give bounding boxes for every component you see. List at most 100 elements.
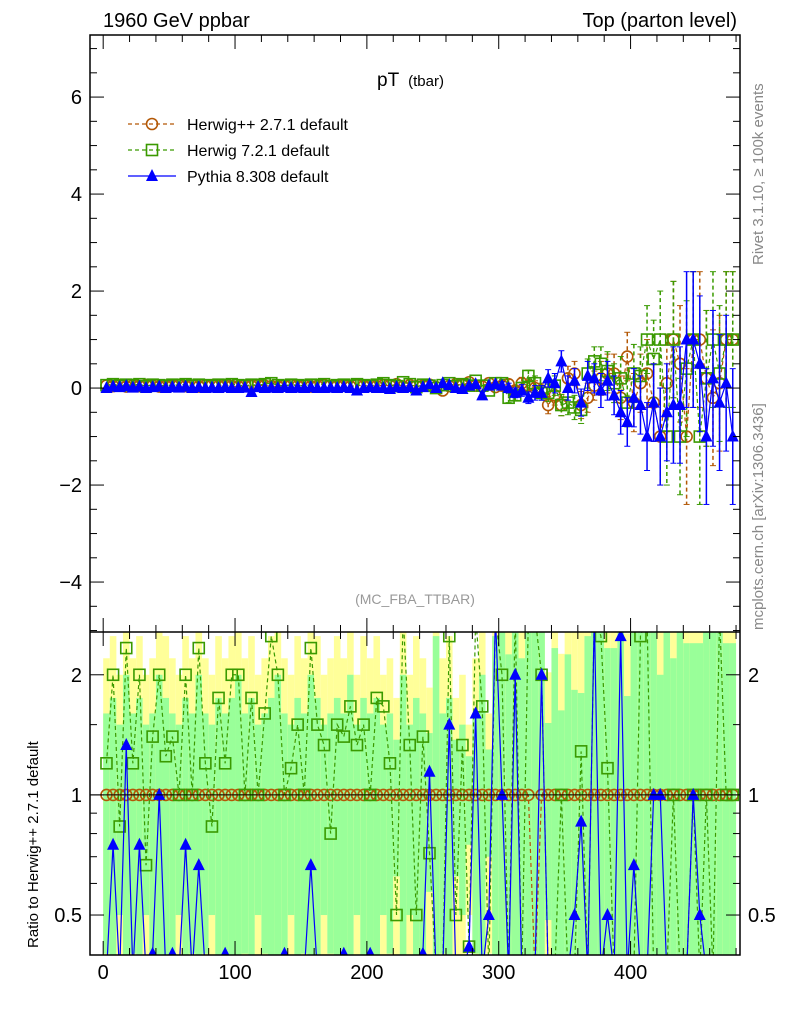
herwig-7-2-1-default-point: [344, 700, 357, 713]
pythia-8-308-default-point: [344, 381, 357, 394]
band-inner: [149, 713, 156, 954]
herwig-7-2-1-default-point: [271, 668, 285, 682]
y-tick-label: −4: [59, 572, 82, 594]
herwig-7-2-1-default-point: [456, 738, 469, 752]
herwig-7-2-1-default-point: [264, 632, 278, 643]
pythia-8-308-default-point: [575, 814, 588, 827]
band-inner: [129, 713, 137, 954]
legend-label-herwig-7-2-1-default: Herwig 7.2.1 default: [187, 143, 330, 160]
pythia-8-308-default-point: [220, 946, 230, 955]
pythia-8-308-default-point: [627, 858, 640, 871]
ratio-tick-label: 0.5: [748, 905, 776, 927]
herwig-7-2-1-default-point: [284, 761, 298, 775]
pythia-8-308-default-point: [238, 380, 251, 393]
herwig-7-2-1-default-point: [291, 718, 304, 731]
pythia-8-308-default-point: [469, 377, 482, 390]
pythia-8-308-default-point: [146, 169, 158, 181]
pythia-8-308-default-point: [509, 667, 522, 680]
band-inner: [676, 632, 684, 955]
pythia-8-308-default-point: [423, 764, 436, 777]
band-inner: [261, 713, 268, 954]
pythia-8-308-default-point: [693, 908, 706, 921]
herwig-7-2-1-default-point: [449, 908, 463, 922]
pythia-8-308-default-point: [148, 946, 157, 955]
pythia-8-308-default-point: [410, 383, 423, 396]
pythia-8-308-default-point: [542, 371, 555, 384]
band-inner: [656, 674, 664, 955]
pythia-8-308-default-point: [476, 388, 489, 401]
pythia-8-308-default-point: [660, 405, 673, 418]
pythia-8-308-default-point: [304, 858, 317, 871]
pythia-8-308-default-point: [720, 376, 733, 389]
y-tick-label: 0: [71, 378, 82, 400]
band-inner: [221, 713, 229, 954]
y-tick-label: −2: [59, 475, 82, 497]
band-inner: [485, 749, 493, 857]
band-inner: [155, 674, 163, 955]
herwig-7-2-1-default-point: [311, 718, 324, 731]
x-tick-label: 300: [482, 962, 515, 984]
band-inner: [663, 632, 671, 955]
band-inner: [584, 636, 592, 955]
title-main: pT: [377, 70, 400, 91]
pythia-8-308-default-point: [366, 946, 375, 955]
herwig-7-2-1-default-point: [423, 846, 436, 860]
pythia-8-308-default-point: [153, 787, 166, 800]
ratio-tick-label: 2: [71, 665, 82, 687]
herwig-7-2-1-default-point: [640, 333, 654, 346]
legend-label-herwig-2-7-1-default: Herwig++ 2.7.1 default: [187, 117, 349, 134]
pythia-8-308-default-point: [423, 377, 436, 390]
x-tick-label: 200: [350, 962, 383, 984]
band-inner: [511, 632, 519, 955]
band-inner: [571, 689, 578, 955]
pythia-8-308-default-point: [568, 908, 581, 921]
title-sub: (tbar): [408, 73, 444, 90]
band-inner: [281, 713, 288, 954]
herwig-7-2-1-default-point: [106, 668, 120, 682]
band-inner: [459, 724, 466, 916]
band-inner: [630, 632, 638, 955]
pythia-8-308-default-point: [641, 429, 654, 442]
pythia-8-308-default-point: [280, 946, 289, 955]
band-inner: [353, 724, 361, 916]
band-inner: [439, 713, 446, 954]
pythia-8-308-default-point: [436, 376, 449, 389]
band-inner: [525, 632, 532, 955]
pythia-8-308-default-point: [522, 390, 535, 403]
side-label-top: Rivet 3.1.10, ≥ 100k events: [750, 83, 767, 265]
herwig-7-2-1-default-point: [179, 668, 192, 682]
herwig-7-2-1-default-point: [145, 143, 159, 157]
herwig-2-7-1-default-point: [680, 430, 693, 443]
pythia-8-308-default-point: [627, 390, 640, 403]
band-inner: [716, 632, 723, 955]
band-inner: [373, 697, 381, 955]
pythia-8-308-default-point: [634, 398, 647, 411]
band-inner: [413, 697, 420, 955]
header-right: Top (parton level): [582, 10, 737, 32]
band-inner: [235, 674, 242, 955]
band-inner: [538, 632, 545, 955]
ratio-ylabel: Ratio to Herwig++ 2.7.1 default: [25, 740, 42, 948]
y-tick-label: 4: [71, 184, 82, 206]
band-inner: [175, 724, 183, 916]
band-inner: [544, 722, 552, 921]
ratio-tick-label: 1: [748, 785, 759, 807]
band-inner: [617, 632, 624, 955]
pythia-8-308-default-point: [654, 429, 667, 442]
herwig-7-2-1-default-point: [232, 668, 245, 682]
herwig-7-2-1-default-point: [258, 707, 271, 720]
pythia-8-308-default-point: [700, 429, 713, 442]
band-inner: [445, 697, 453, 955]
band-inner: [696, 643, 704, 955]
band-inner: [703, 632, 710, 955]
pythia-8-308-default-point: [496, 787, 509, 800]
herwig-7-2-1-default-point: [416, 730, 430, 743]
pythia-8-308-default-point: [469, 706, 482, 719]
band-inner: [333, 697, 341, 955]
herwig-7-2-1-default-point: [218, 757, 232, 770]
pythia-8-308-default-point: [515, 383, 528, 396]
band-inner: [551, 648, 559, 955]
band-inner: [531, 632, 539, 955]
plot-frame: [89, 34, 741, 956]
pythia-8-308-default-point: [706, 371, 719, 384]
